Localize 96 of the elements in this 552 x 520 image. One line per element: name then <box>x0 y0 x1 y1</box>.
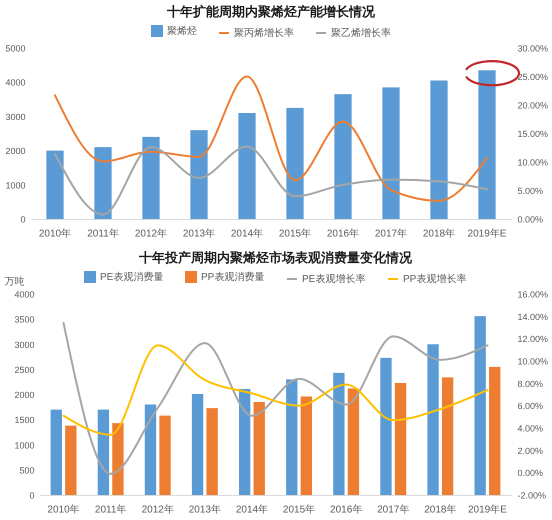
y-tick-label: 0 <box>29 490 34 500</box>
y2-tick-label: -2.00% <box>518 490 546 500</box>
bar <box>394 382 406 495</box>
bar <box>46 150 64 219</box>
y2-tick-label: 2.00% <box>518 446 544 456</box>
y2-tick-label: 14.00% <box>518 312 548 322</box>
legend-label: PP表观增长率 <box>403 273 466 285</box>
x-tick-label: 2013年 <box>182 228 216 240</box>
x-tick-label: 2010年 <box>47 504 80 516</box>
y-tick-label: 3000 <box>5 112 26 122</box>
y-tick-label: 2000 <box>5 146 26 156</box>
line-series <box>54 146 488 216</box>
x-tick-label: 2011年 <box>94 504 126 516</box>
x-tick-label: 2012年 <box>142 504 174 516</box>
bar <box>348 388 360 495</box>
bar <box>112 423 124 495</box>
bar <box>159 416 171 495</box>
y2-tick-label: 0.00% <box>518 468 544 478</box>
bar <box>380 358 392 495</box>
x-tick-label: 2016年 <box>326 228 360 240</box>
bar <box>427 344 439 495</box>
x-tick-label: 2015年 <box>282 504 316 516</box>
y2-tick-label: 30.00% <box>518 44 548 54</box>
y-tick-label: 1000 <box>5 180 26 190</box>
bar <box>286 379 298 495</box>
bar <box>238 112 256 219</box>
line-series <box>62 322 488 475</box>
x-tick-label: 2012年 <box>134 228 168 240</box>
legend-label: 聚丙烯增长率 <box>234 27 294 39</box>
bar <box>334 94 352 219</box>
y-tick-label: 1000 <box>14 440 34 450</box>
y-tick-label: 3500 <box>14 314 34 325</box>
x-tick-label: 2016年 <box>330 504 362 516</box>
y-tick-label: 500 <box>19 465 34 476</box>
x-tick-label: 2017年 <box>374 228 408 240</box>
y2-tick-label: 10.00% <box>518 356 548 366</box>
y2-tick-label: 16.00% <box>518 290 548 300</box>
bar <box>144 404 156 495</box>
bar <box>333 372 345 495</box>
bar <box>382 87 400 219</box>
bar <box>206 408 218 495</box>
x-tick-label: 2018年 <box>422 228 456 240</box>
x-tick-label: 2010年 <box>38 228 72 240</box>
bar <box>474 316 486 495</box>
y-tick-label: 4000 <box>14 290 34 300</box>
bar <box>142 136 160 219</box>
bar <box>50 410 62 495</box>
y2-tick-label: 6.00% <box>518 401 544 412</box>
bar <box>286 108 304 219</box>
legend-label: PE表观增长率 <box>302 273 366 285</box>
y2-tick-label: 5.00% <box>518 186 544 196</box>
y-tick-label: 0 <box>20 214 26 224</box>
bar <box>65 426 76 495</box>
y2-tick-label: 10.00% <box>518 158 548 168</box>
y2-tick-label: 4.00% <box>518 424 544 434</box>
y-tick-label: 2000 <box>14 390 34 400</box>
bar <box>478 70 496 219</box>
line-series <box>54 76 488 202</box>
legend-label: PP表观消费量 <box>201 271 264 283</box>
bar <box>192 394 204 495</box>
x-tick-label: 2017年 <box>377 504 410 516</box>
bar <box>238 388 250 495</box>
bar <box>489 366 500 495</box>
legend-label: 聚乙烯增长率 <box>331 27 391 39</box>
y-tick-label: 5000 <box>5 44 26 54</box>
bar <box>98 410 110 495</box>
x-tick-label: 2015年 <box>278 228 312 240</box>
x-tick-label: 2019年E <box>468 228 507 240</box>
bar <box>190 130 208 219</box>
y2-tick-label: 25.00% <box>518 72 548 82</box>
x-tick-label: 2014年 <box>236 504 268 516</box>
bar <box>442 377 454 495</box>
x-tick-label: 2013年 <box>188 504 221 516</box>
y2-tick-label: 20.00% <box>518 100 548 110</box>
y2-tick-label: 15.00% <box>518 129 548 139</box>
x-tick-label: 2011年 <box>87 228 119 240</box>
y-tick-label: 4000 <box>5 78 26 88</box>
x-tick-label: 2014年 <box>230 228 264 240</box>
legend-label: 聚烯烃 <box>167 25 197 37</box>
bar <box>94 147 112 219</box>
y-tick-label: 3000 <box>14 340 34 350</box>
y-tick-label: 2500 <box>14 364 34 375</box>
y-tick-label: 1500 <box>14 415 34 426</box>
line-series <box>62 344 488 436</box>
y2-tick-label: 8.00% <box>518 378 544 389</box>
x-tick-label: 2019年E <box>468 504 508 516</box>
bar <box>300 396 312 495</box>
bar <box>254 402 265 495</box>
legend-label: PE表观消费量 <box>100 271 164 283</box>
y2-tick-label: 12.00% <box>518 334 548 344</box>
x-tick-label: 2018年 <box>424 504 456 516</box>
chart-title: 十年投产周期内聚烯烃市场表观消费量变化情况 <box>138 250 413 265</box>
y-axis-title: 万吨 <box>4 276 24 288</box>
chart-title: 十年扩能周期内聚烯烃产能增长情况 <box>166 4 376 19</box>
y2-tick-label: 0.00% <box>518 214 544 224</box>
bar <box>430 80 448 219</box>
